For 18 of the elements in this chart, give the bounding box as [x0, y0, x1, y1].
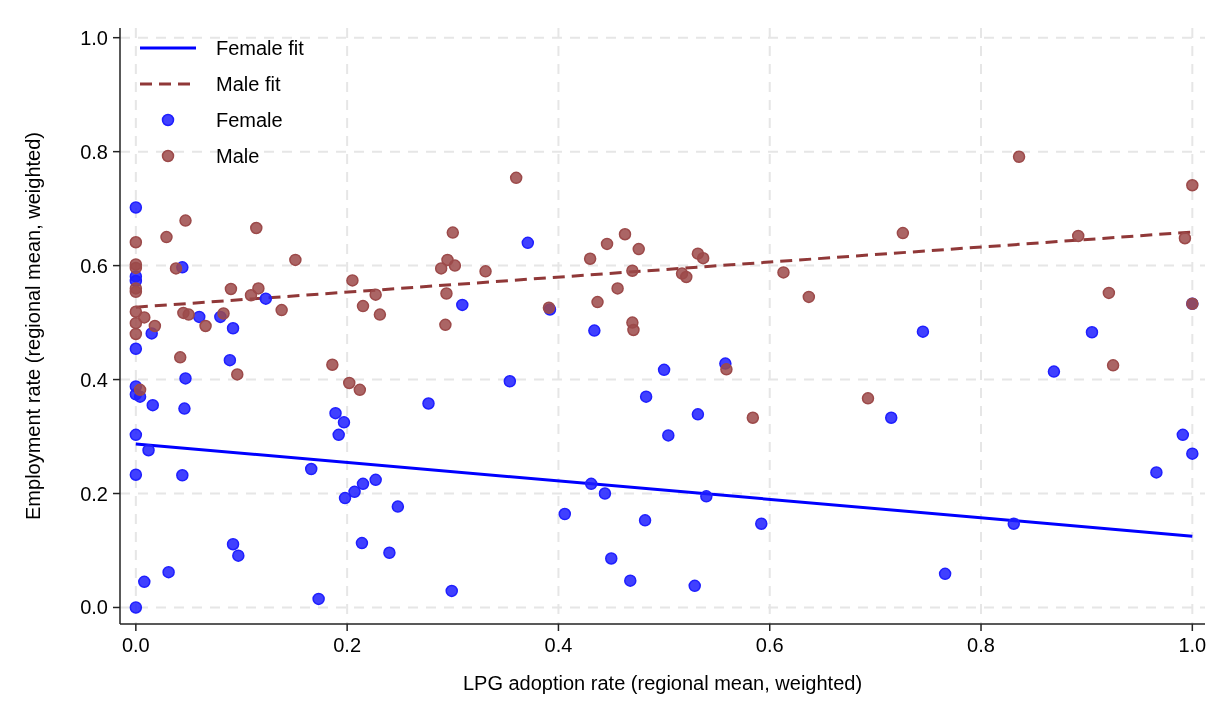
legend-label: Female	[216, 109, 283, 131]
legend-label: Male	[216, 145, 260, 167]
y-tick-label: 0.4	[80, 368, 108, 391]
x-tick-label: 0.0	[121, 634, 150, 656]
x-tick-label: 0.8	[967, 634, 995, 656]
y-tick-label: 0.2	[80, 482, 108, 505]
y-axis-title: Employment rate (regional mean, weighted)	[22, 132, 44, 520]
x-axis-title: LPG adoption rate (regional mean, weighted)	[462, 672, 863, 694]
x-tick-label: 0.4	[544, 634, 573, 656]
y-tick-label: 0.6	[80, 254, 108, 277]
x-tick-label: 0.6	[755, 634, 784, 656]
y-tick-label: 0.0	[80, 596, 108, 619]
y-tick-label: 0.8	[80, 140, 108, 163]
y-tick-label: 1.0	[80, 26, 108, 49]
x-tick-label: 0.2	[333, 634, 362, 656]
legend-label: Female fit	[216, 37, 305, 59]
x-tick-label: 1.0	[1178, 634, 1207, 656]
legend-label: Male fit	[216, 73, 281, 95]
